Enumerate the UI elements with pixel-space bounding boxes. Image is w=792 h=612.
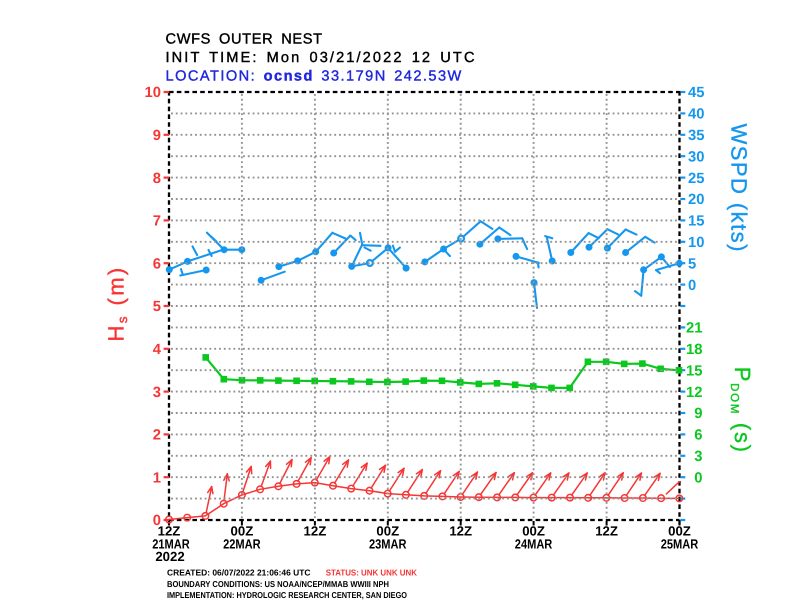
svg-text:BOUNDARY CONDITIONS: US NOAA/N: BOUNDARY CONDITIONS: US NOAA/NCEP/MMAB W… — [167, 579, 389, 589]
svg-text:23MAR: 23MAR — [369, 537, 407, 552]
svg-text:8: 8 — [153, 171, 161, 187]
svg-text:25: 25 — [688, 171, 704, 187]
svg-text:00Z: 00Z — [668, 524, 691, 539]
svg-text:5: 5 — [688, 256, 696, 272]
svg-text:0: 0 — [153, 513, 161, 529]
svg-text:9: 9 — [153, 128, 161, 144]
svg-text:7: 7 — [153, 214, 161, 230]
svg-text:CREATED: 06/07/2022 21:06:46 U: CREATED: 06/07/2022 21:06:46 UTC — [167, 568, 311, 578]
svg-text:2: 2 — [153, 428, 161, 444]
svg-text:INIT TIME: Mon 03/21/2022 12 U: INIT TIME: Mon 03/21/2022 12 UTC — [166, 50, 477, 66]
svg-text:00Z: 00Z — [522, 524, 545, 539]
svg-text:3: 3 — [153, 385, 161, 401]
svg-text:45: 45 — [688, 85, 704, 101]
svg-text:2022: 2022 — [155, 549, 184, 564]
svg-text:0: 0 — [694, 470, 702, 486]
svg-text:00Z: 00Z — [376, 524, 399, 539]
svg-text:22MAR: 22MAR — [223, 537, 261, 552]
svg-text:12Z: 12Z — [158, 524, 181, 539]
svg-text:24MAR: 24MAR — [515, 537, 553, 552]
svg-text:6: 6 — [153, 256, 161, 272]
svg-text:21: 21 — [686, 321, 702, 337]
svg-text:21MAR: 21MAR — [152, 537, 190, 552]
svg-text:5: 5 — [153, 299, 161, 315]
svg-text:0: 0 — [688, 278, 696, 294]
svg-text:25MAR: 25MAR — [661, 537, 699, 552]
svg-text:10: 10 — [145, 85, 161, 101]
svg-text:35: 35 — [688, 128, 704, 144]
svg-text:1: 1 — [153, 470, 161, 486]
svg-text:20: 20 — [688, 192, 704, 208]
svg-text:LOCATION: ocnsd 33.179N 242.53: LOCATION: ocnsd 33.179N 242.53W — [166, 68, 463, 84]
svg-text:PDOM (s): PDOM (s) — [728, 367, 755, 454]
svg-text:00Z: 00Z — [231, 524, 254, 539]
svg-text:Hs (m): Hs (m) — [104, 265, 131, 341]
svg-text:4: 4 — [153, 342, 162, 358]
svg-text:STATUS: UNK UNK UNK: STATUS: UNK UNK UNK — [326, 568, 418, 578]
svg-text:WSPD (kts): WSPD (kts) — [727, 124, 752, 253]
svg-text:15: 15 — [686, 363, 702, 379]
svg-text:10: 10 — [688, 235, 704, 251]
svg-text:18: 18 — [686, 342, 702, 358]
svg-text:CWFS OUTER NEST: CWFS OUTER NEST — [166, 31, 323, 47]
svg-text:12: 12 — [686, 385, 702, 401]
svg-text:15: 15 — [688, 214, 704, 230]
svg-text:40: 40 — [688, 107, 704, 123]
svg-text:IMPLEMENTATION: HYDROLOGIC RES: IMPLEMENTATION: HYDROLOGIC RESEARCH CENT… — [167, 590, 407, 600]
svg-text:12Z: 12Z — [595, 524, 618, 539]
svg-text:30: 30 — [688, 149, 704, 165]
svg-text:3: 3 — [694, 449, 702, 465]
svg-text:9: 9 — [694, 406, 702, 422]
svg-text:6: 6 — [694, 428, 702, 444]
svg-text:12Z: 12Z — [304, 524, 327, 539]
svg-text:12Z: 12Z — [449, 524, 472, 539]
